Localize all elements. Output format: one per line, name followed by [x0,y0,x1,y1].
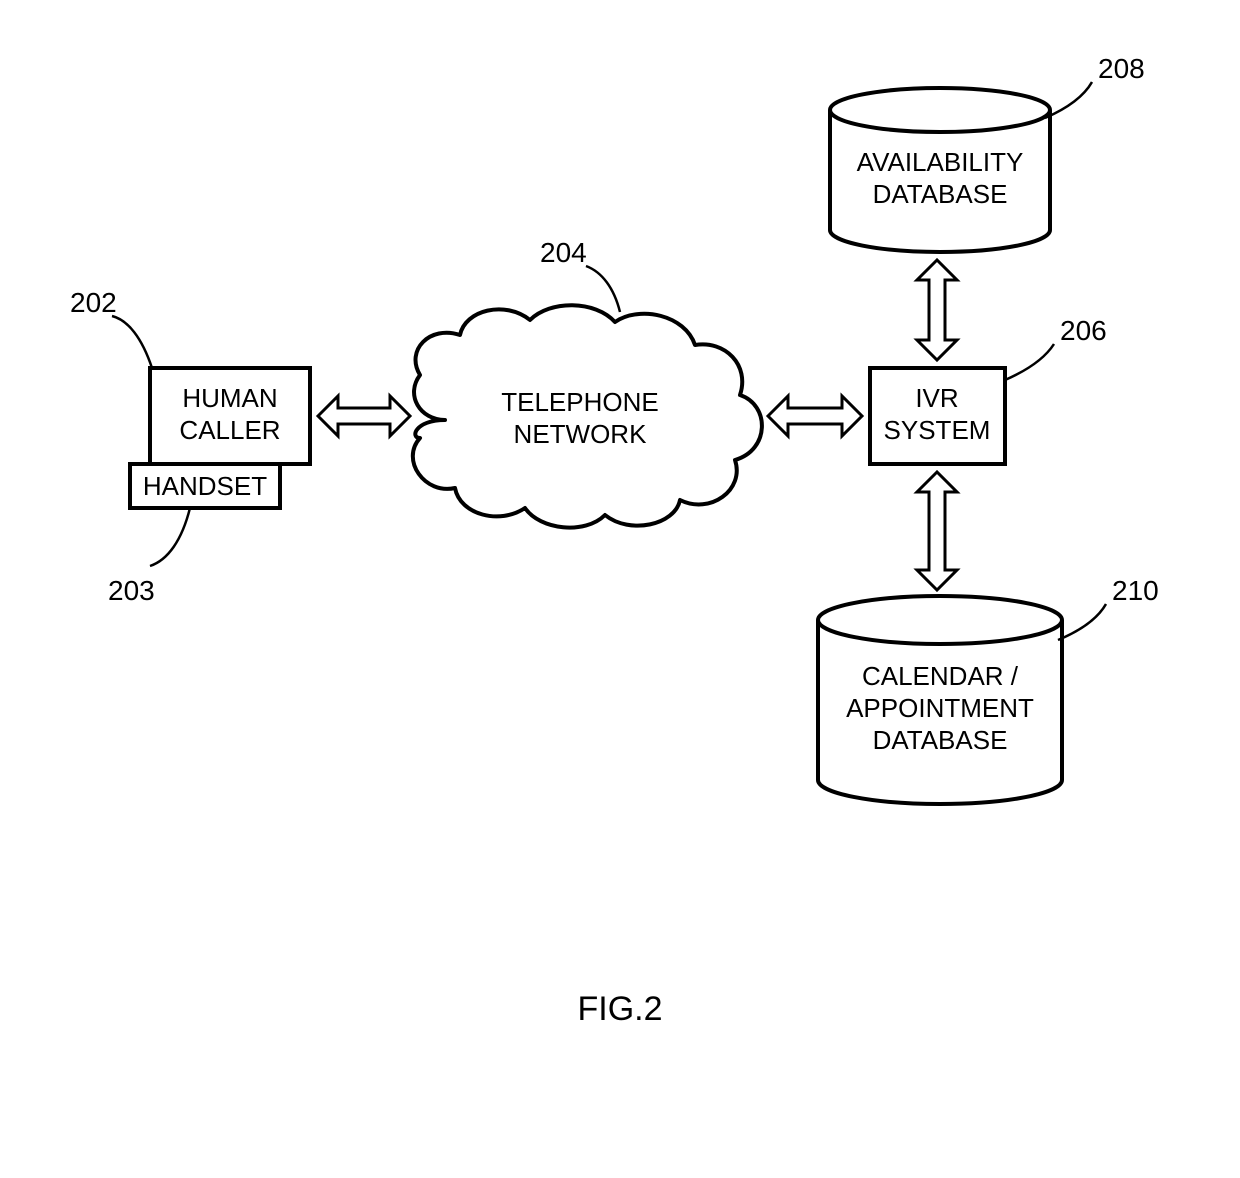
leader-203: 203 [108,508,190,606]
ref-203: 203 [108,575,155,606]
telephone-line2: NETWORK [514,419,648,449]
node-telephone-network: TELEPHONE NETWORK [413,305,762,527]
ref-208: 208 [1098,53,1145,84]
arrow-hc-cloud [318,396,410,436]
node-availability-db: AVAILABILITY DATABASE [830,88,1050,252]
node-human-caller: HUMAN CALLER [150,368,310,464]
ref-202: 202 [70,287,117,318]
arrow-ivr-availability [917,260,957,360]
human-caller-line2: CALLER [179,415,280,445]
handset-label: HANDSET [143,471,267,501]
leader-206: 206 [1005,315,1107,380]
availability-line1: AVAILABILITY [857,147,1024,177]
leader-210: 210 [1058,575,1159,640]
availability-line2: DATABASE [873,179,1008,209]
ivr-line2: SYSTEM [884,415,991,445]
arrow-ivr-calendar [917,472,957,590]
human-caller-line1: HUMAN [182,383,277,413]
arrow-cloud-ivr [768,396,862,436]
node-handset: HANDSET [130,464,280,508]
node-ivr-system: IVR SYSTEM [870,368,1005,464]
calendar-line1: CALENDAR / [862,661,1019,691]
ref-206: 206 [1060,315,1107,346]
diagram-canvas: HUMAN CALLER HANDSET 202 203 TELEPHONE N… [0,0,1240,1178]
node-calendar-db: CALENDAR / APPOINTMENT DATABASE [818,596,1062,804]
figure-caption: FIG.2 [577,990,662,1028]
calendar-line2: APPOINTMENT [846,693,1034,723]
leader-208: 208 [1045,53,1145,118]
leader-202: 202 [70,287,152,368]
calendar-line3: DATABASE [873,725,1008,755]
leader-204: 204 [540,237,620,312]
ivr-line1: IVR [915,383,958,413]
ref-204: 204 [540,237,587,268]
telephone-line1: TELEPHONE [501,387,659,417]
ref-210: 210 [1112,575,1159,606]
